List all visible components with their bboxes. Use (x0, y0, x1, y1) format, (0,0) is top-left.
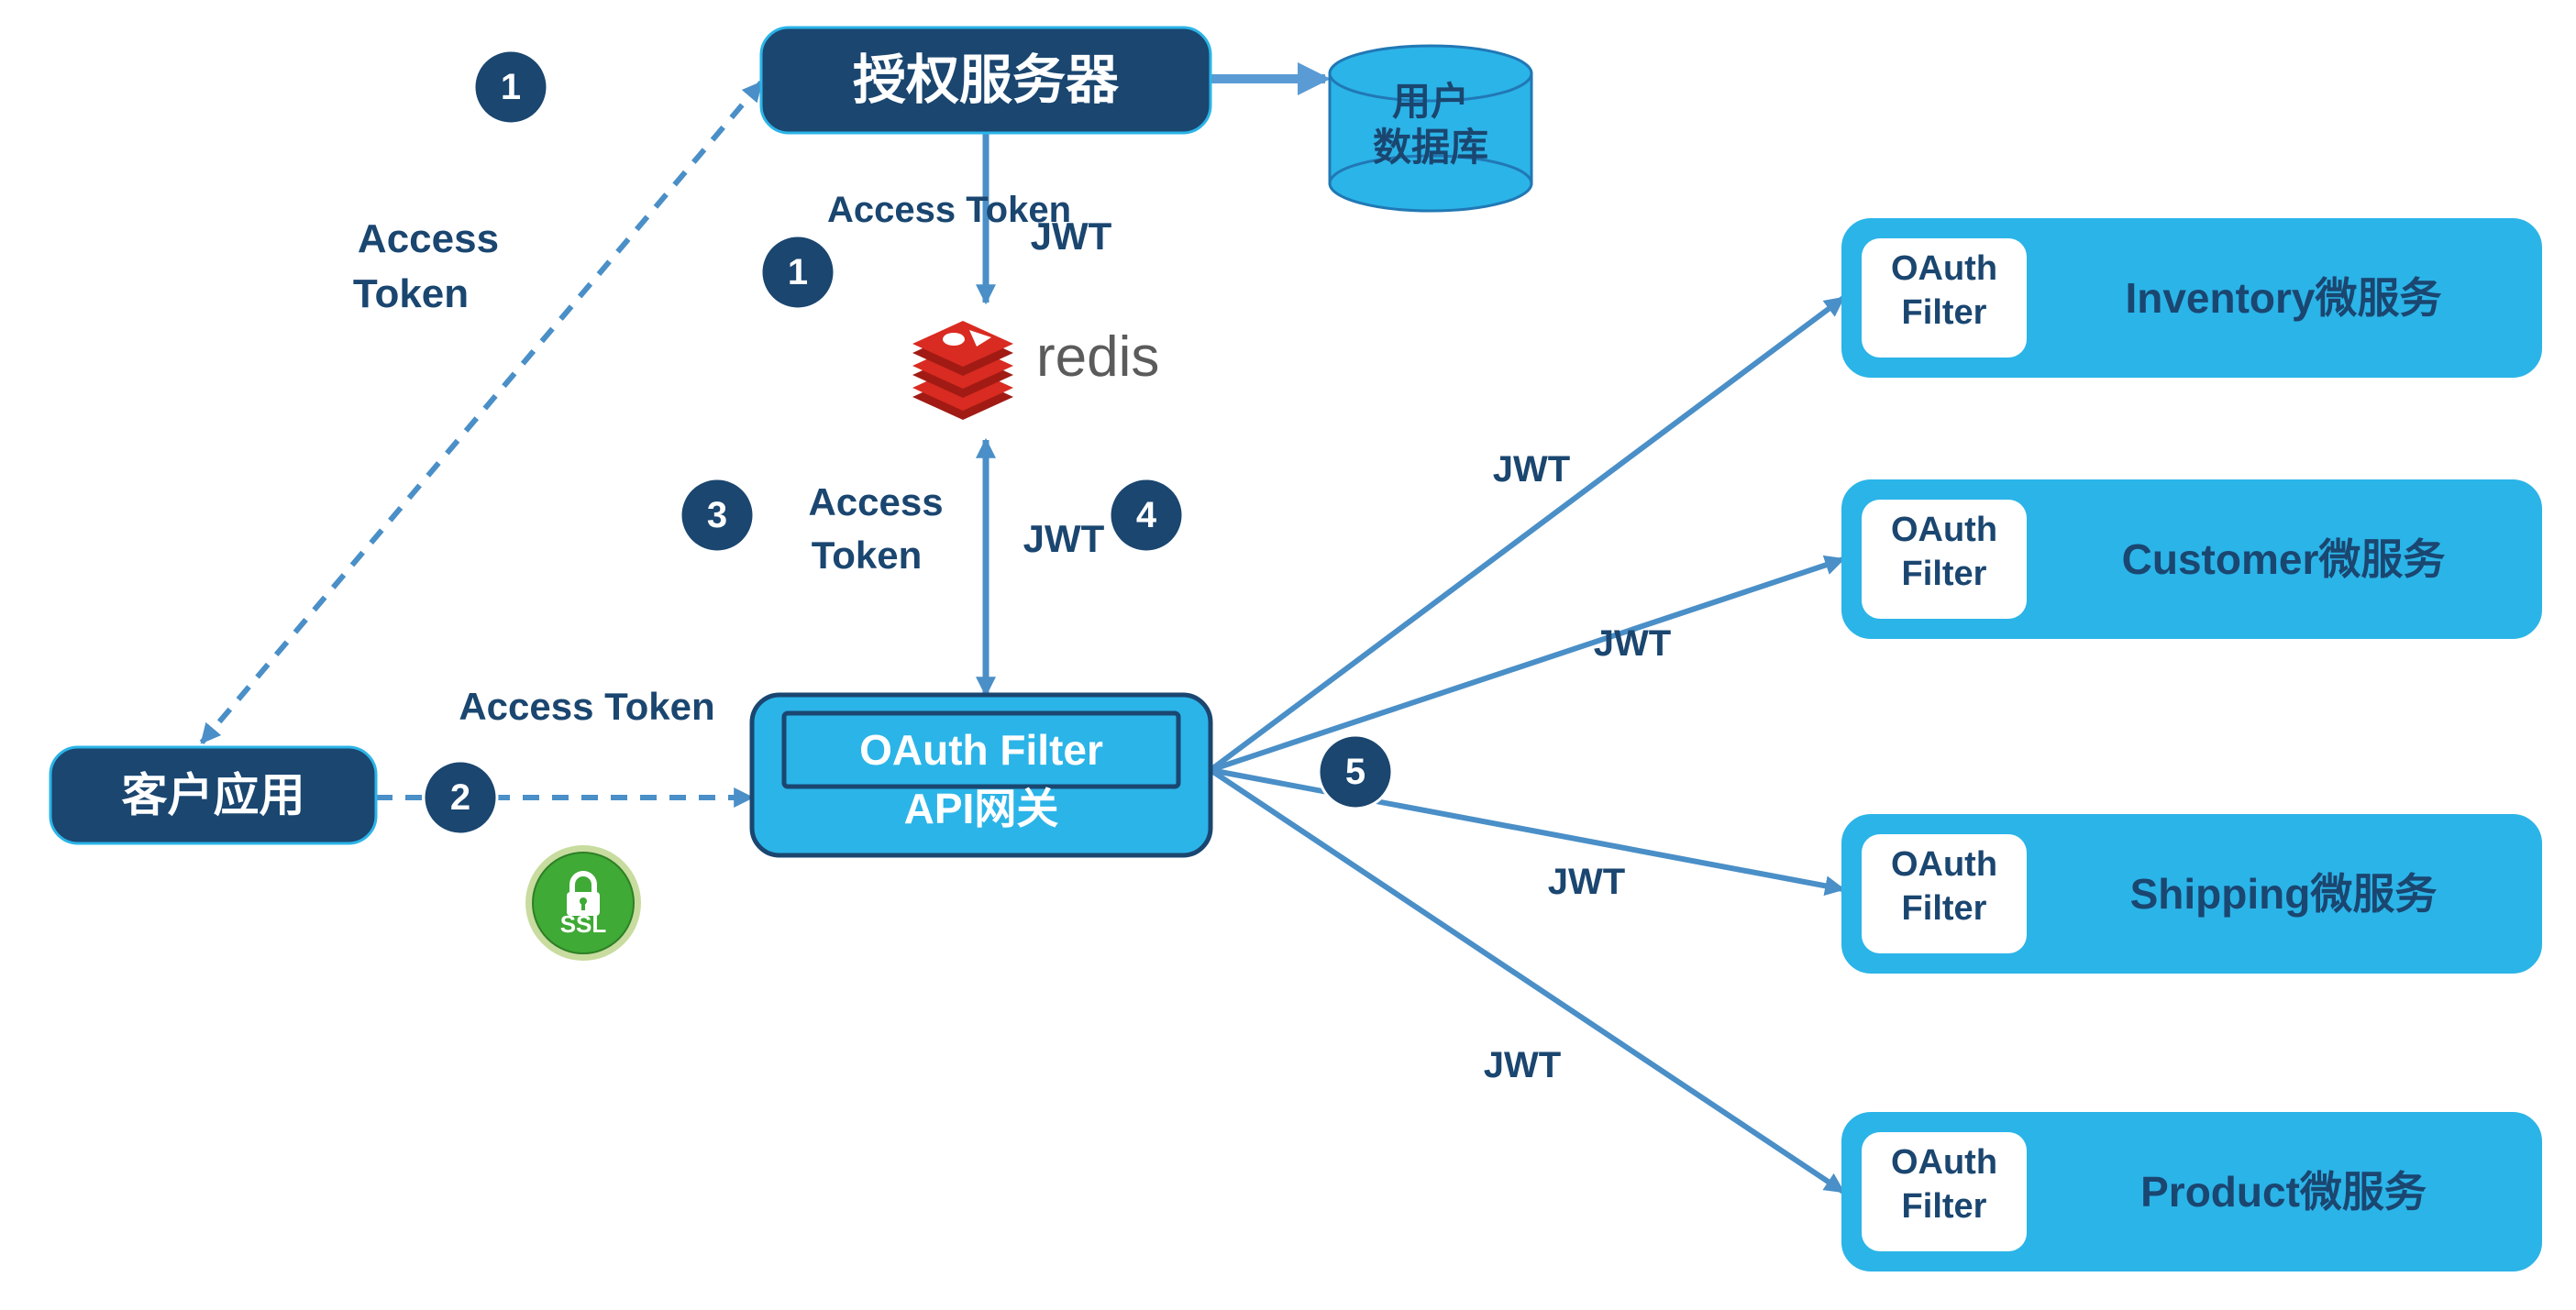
microservice-name: Product微服务 (2140, 1168, 2427, 1216)
microservice-name: Shipping微服务 (2130, 870, 2438, 918)
microservice-name: Customer微服务 (2122, 535, 2446, 583)
oauth-filter-label: OAuth (1891, 1143, 1997, 1182)
oauth-filter-label: Filter (1902, 293, 1987, 332)
api-gateway-label: API网关 (904, 785, 1059, 832)
oauth-filter-label: OAuth Filter (859, 726, 1103, 774)
step-number: 1 (788, 252, 808, 292)
step-circle: 1 (761, 236, 835, 309)
step-number: 2 (450, 777, 470, 818)
flow-label: Access (808, 480, 943, 523)
flow-label: JWT (1023, 517, 1105, 560)
ssl-label: SSL (560, 910, 607, 938)
flow-label: JWT (1493, 449, 1570, 490)
microservice-node: OAuth Filter Inventory微服务 (1843, 220, 2540, 376)
flow-arrow (1211, 770, 1843, 889)
ssl-icon: SSL (525, 845, 641, 961)
client-app-node-label: 客户应用 (122, 770, 305, 821)
flow-arrow (1211, 559, 1843, 770)
client-app-node: 客户应用 (50, 747, 376, 843)
user-database: 用户数据库 (1330, 46, 1531, 211)
flow-label: JWT (1031, 215, 1112, 258)
step-number: 5 (1345, 752, 1365, 792)
microservice-node: OAuth Filter Product微服务 (1843, 1114, 2540, 1270)
oauth-filter-label: OAuth (1891, 845, 1997, 884)
step-circle: 2 (424, 761, 497, 834)
flow-arrow (1211, 770, 1843, 1192)
oauth-filter-label: OAuth (1891, 249, 1997, 288)
step-circle: 5 (1319, 735, 1392, 809)
auth-server-node: 授权服务器 (761, 28, 1211, 133)
oauth-filter-label: Filter (1902, 889, 1987, 928)
oauth-filter-label: Filter (1902, 1187, 1987, 1226)
flow-label: Access (358, 216, 499, 261)
user-db-label: 数据库 (1373, 126, 1488, 169)
redis-label: redis (1036, 325, 1159, 389)
step-number: 3 (707, 495, 727, 535)
microservice-name: Inventory微服务 (2125, 274, 2441, 322)
flow-label: Access Token (459, 685, 714, 728)
flow-label: Token (353, 271, 469, 316)
flow-label: JWT (1548, 862, 1625, 902)
flow-arrow (202, 83, 761, 743)
step-circle: 3 (680, 479, 754, 552)
redis-node: redis (912, 321, 1159, 420)
flow-label: JWT (1484, 1045, 1561, 1085)
oauth-filter-label: OAuth (1891, 511, 1997, 549)
user-db-label: 用户 (1392, 80, 1469, 123)
flow-label: JWT (1594, 623, 1671, 664)
oauth-filter-label: Filter (1902, 555, 1987, 593)
flow-label: Token (812, 534, 923, 577)
flow-arrow (1211, 298, 1843, 770)
step-circle: 4 (1110, 479, 1183, 552)
microservice-node: OAuth Filter Shipping微服务 (1843, 816, 2540, 972)
api-gateway-node: OAuth Filter API网关 (752, 695, 1211, 855)
step-circle: 1 (474, 50, 547, 124)
auth-server-node-label: 授权服务器 (853, 50, 1120, 110)
microservice-node: OAuth Filter Customer微服务 (1843, 481, 2540, 637)
step-number: 1 (501, 67, 521, 107)
step-number: 4 (1136, 495, 1157, 535)
